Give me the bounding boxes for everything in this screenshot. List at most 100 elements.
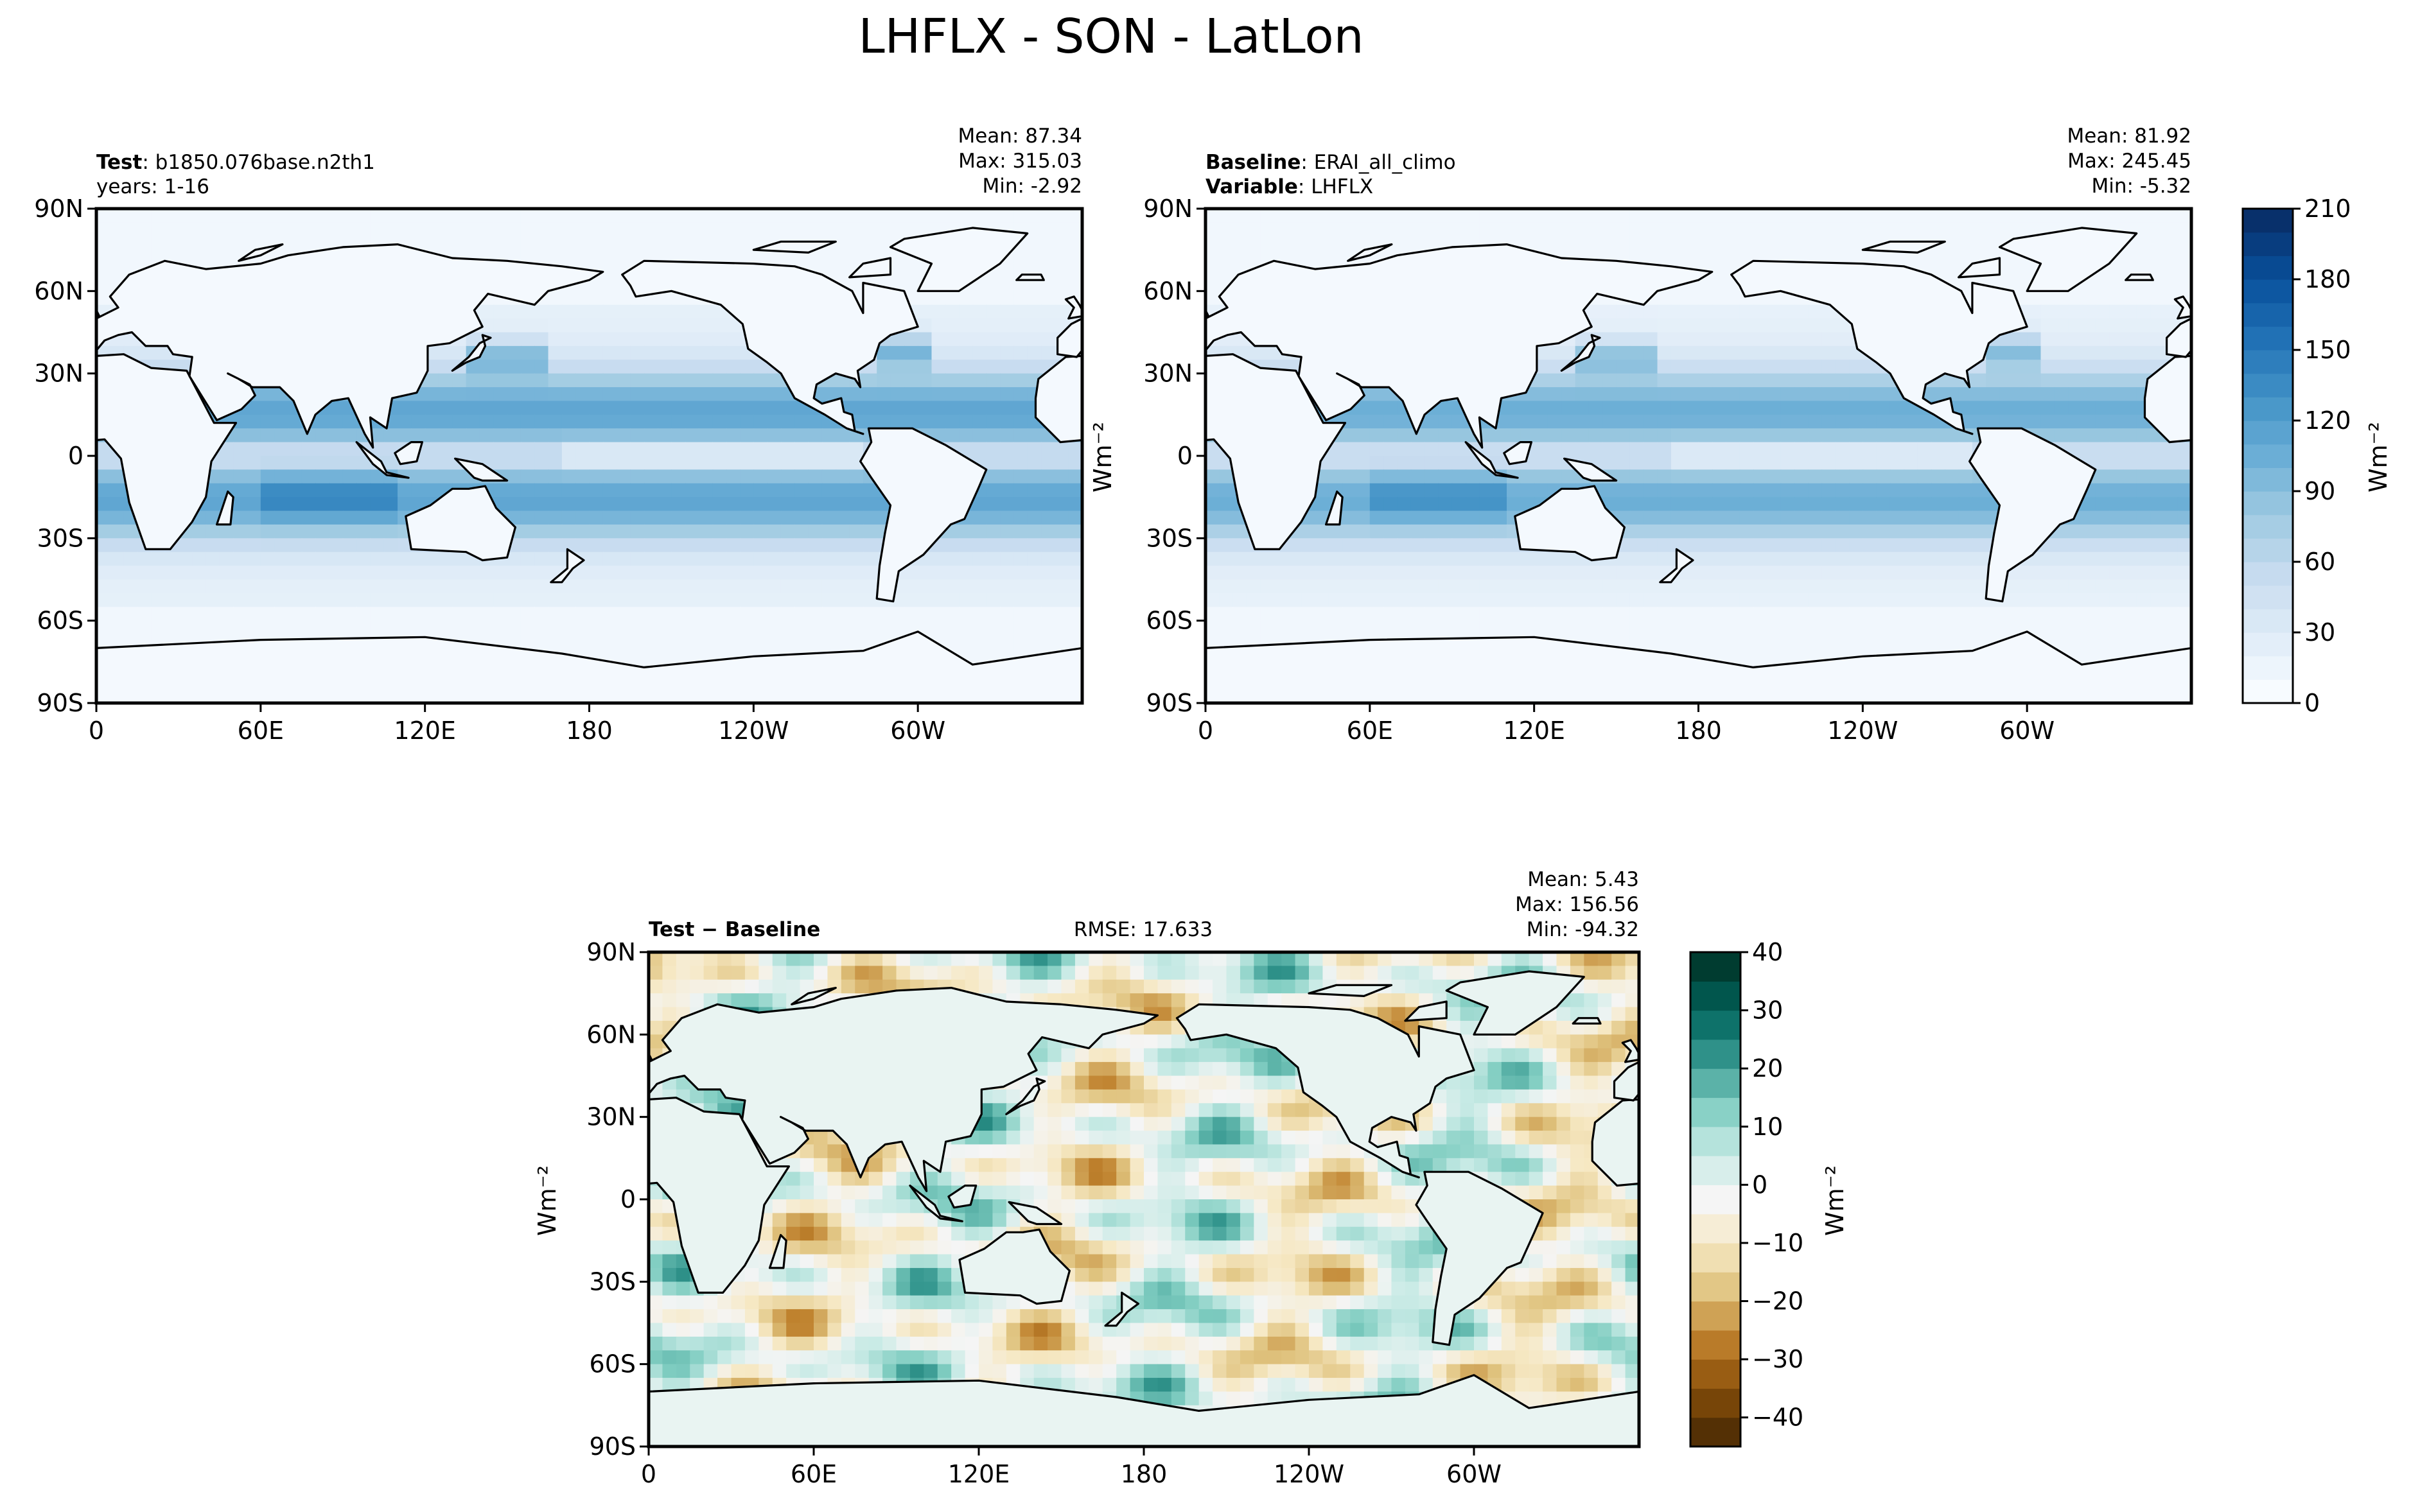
field-cell — [1657, 401, 1672, 415]
field-cell — [1397, 428, 1412, 443]
field-cell — [548, 524, 563, 539]
field-cell — [1451, 607, 1466, 621]
field-cell — [1246, 593, 1261, 608]
field-cell — [342, 552, 357, 566]
field-cell — [479, 607, 495, 621]
field-cell — [1972, 236, 1987, 250]
field-cell — [1479, 566, 1494, 580]
field-cell — [1808, 414, 1823, 430]
field-cell — [1000, 209, 1015, 223]
field-cell — [1876, 414, 1891, 430]
field-cell — [1986, 222, 2001, 237]
field-cell — [1670, 593, 1685, 608]
field-cell — [931, 360, 946, 374]
field-cell — [699, 579, 714, 594]
field-cell — [1931, 469, 1946, 484]
field-cell — [1561, 579, 1576, 594]
field-cell — [2109, 483, 2124, 498]
field-cell — [1644, 414, 1658, 430]
field-cell — [1698, 552, 1713, 566]
field-cell — [1000, 524, 1015, 539]
field-cell — [1575, 607, 1590, 621]
field-cell — [2177, 607, 2191, 621]
field-cell — [671, 497, 686, 512]
field-cell — [1013, 607, 1028, 621]
field-cell — [658, 620, 672, 635]
field-cell — [1767, 524, 1782, 539]
field-cell — [699, 634, 714, 649]
field-cell — [1849, 634, 1864, 649]
field-cell — [438, 456, 453, 471]
field-cell — [2150, 607, 2165, 621]
field-cell — [1808, 236, 1823, 250]
field-cell — [959, 373, 974, 388]
field-cell — [452, 442, 467, 456]
field-cell — [808, 510, 823, 525]
field-cell — [1794, 566, 1809, 580]
field-cell — [356, 469, 371, 484]
field-cell — [1644, 538, 1658, 553]
field-cell — [1863, 620, 1877, 635]
field-cell — [411, 483, 426, 498]
field-cell — [1232, 566, 1247, 580]
field-cell — [1808, 607, 1823, 621]
field-cell — [1821, 236, 1836, 250]
field-cell — [780, 538, 796, 553]
field-cell — [1794, 401, 1809, 415]
field-cell — [1821, 428, 1836, 443]
field-cell — [1356, 401, 1371, 415]
field-cell — [1342, 442, 1357, 456]
field-cell — [96, 566, 111, 580]
field-cell — [1602, 209, 1617, 223]
field-cell — [986, 332, 1001, 347]
field-cell — [904, 222, 918, 237]
field-cell — [260, 497, 275, 512]
field-cell — [1917, 538, 1932, 553]
field-cell — [370, 428, 385, 443]
field-cell — [685, 483, 699, 498]
field-cell — [890, 250, 905, 265]
field-cell — [1383, 483, 1398, 498]
field-cell — [1397, 538, 1412, 553]
field-cell — [959, 552, 974, 566]
field-cell — [2013, 209, 2028, 223]
field-cell — [2054, 360, 2069, 374]
field-cell — [863, 483, 878, 498]
field-cell — [753, 566, 768, 580]
field-cell — [479, 222, 495, 237]
field-cell — [2027, 401, 2042, 415]
field-cell — [2177, 593, 2191, 608]
field-cell — [630, 250, 645, 265]
field-cell — [260, 552, 275, 566]
field-cell — [1904, 620, 1918, 635]
field-cell — [329, 222, 344, 237]
field-cell — [151, 620, 166, 635]
field-cell — [1670, 620, 1685, 635]
field-cell — [247, 236, 261, 250]
field-cell — [630, 428, 645, 443]
field-cell — [2150, 593, 2165, 608]
field-cell — [2082, 414, 2096, 430]
field-cell — [726, 469, 741, 484]
field-cell — [301, 607, 316, 621]
field-cell — [479, 414, 495, 430]
field-cell — [383, 222, 398, 237]
field-cell — [548, 387, 563, 402]
test-mean: Mean: 87.34 — [958, 125, 1082, 148]
field-cell — [1780, 483, 1795, 498]
field-cell — [548, 236, 563, 250]
field-cell — [671, 648, 686, 663]
field-cell — [1931, 428, 1946, 443]
field-cell — [2082, 538, 2096, 553]
field-cell — [658, 414, 672, 430]
field-cell — [2164, 291, 2179, 306]
field-cell — [904, 277, 918, 292]
field-cell — [2013, 593, 2028, 608]
field-cell — [1698, 209, 1713, 223]
field-cell — [1575, 222, 1590, 237]
field-cell — [1547, 345, 1563, 361]
field-cell — [986, 497, 1001, 512]
field-cell — [1972, 414, 1987, 430]
field-cell — [2136, 360, 2151, 374]
field-cell — [1889, 250, 1905, 265]
